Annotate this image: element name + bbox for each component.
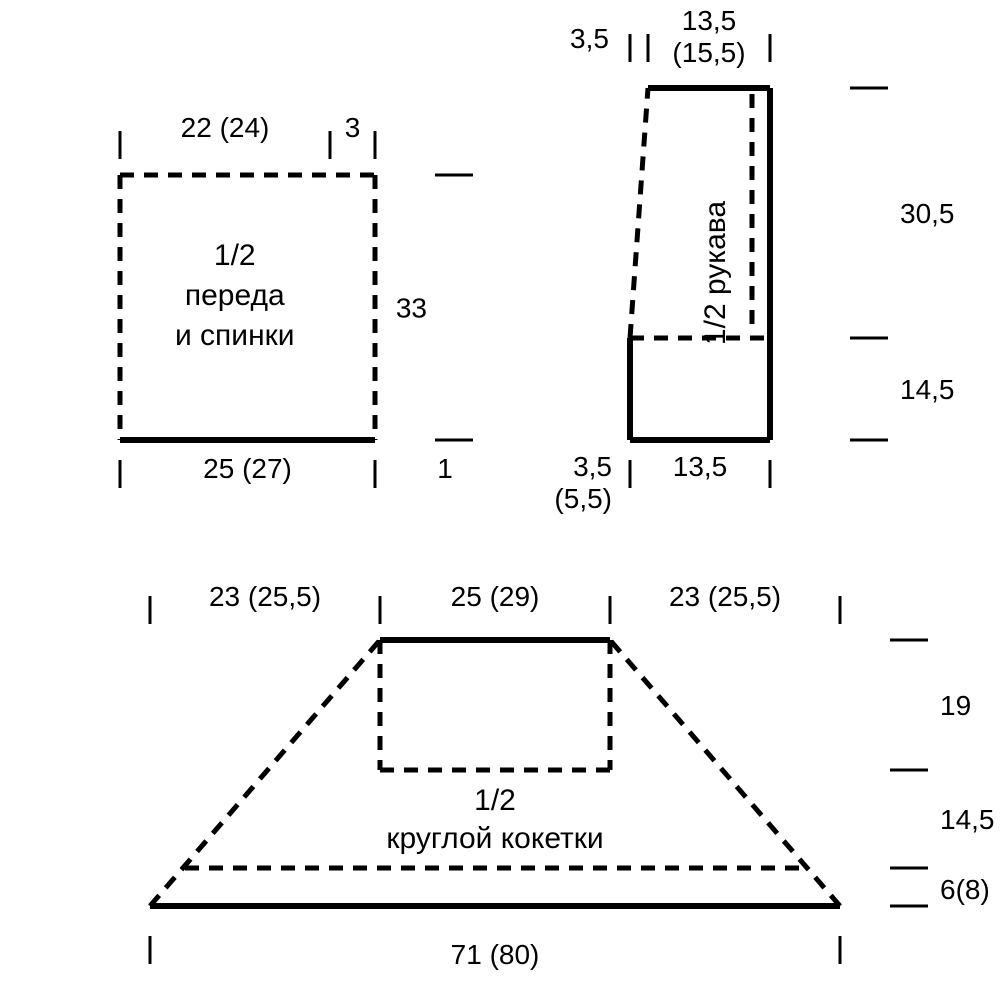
svg-text:14,5: 14,5 [900, 374, 955, 405]
svg-text:3: 3 [345, 112, 361, 143]
svg-text:1: 1 [437, 453, 453, 484]
svg-text:(5,5): (5,5) [554, 483, 612, 514]
svg-text:и спинки: и спинки [175, 319, 295, 352]
svg-text:13,5: 13,5 [682, 5, 737, 36]
svg-text:33: 33 [396, 293, 427, 324]
svg-text:6(8): 6(8) [940, 874, 990, 905]
svg-text:25 (29): 25 (29) [451, 581, 540, 612]
svg-text:14,5: 14,5 [940, 804, 995, 835]
svg-text:1/2 рукава: 1/2 рукава [699, 201, 732, 345]
svg-text:1/2: 1/2 [214, 239, 256, 272]
svg-text:3,5: 3,5 [570, 23, 609, 54]
svg-text:круглой кокетки: круглой кокетки [386, 822, 603, 855]
svg-text:1/2: 1/2 [474, 784, 516, 817]
svg-text:23 (25,5): 23 (25,5) [209, 581, 321, 612]
svg-text:23 (25,5): 23 (25,5) [669, 581, 781, 612]
svg-text:71 (80): 71 (80) [451, 939, 540, 970]
svg-text:25 (27): 25 (27) [203, 453, 292, 484]
svg-text:30,5: 30,5 [900, 198, 955, 229]
svg-text:(15,5): (15,5) [672, 37, 745, 68]
svg-text:переда: переда [185, 279, 285, 312]
svg-text:3,5: 3,5 [573, 451, 612, 482]
svg-text:22 (24): 22 (24) [181, 112, 270, 143]
svg-text:13,5: 13,5 [673, 451, 728, 482]
svg-text:19: 19 [940, 690, 971, 721]
